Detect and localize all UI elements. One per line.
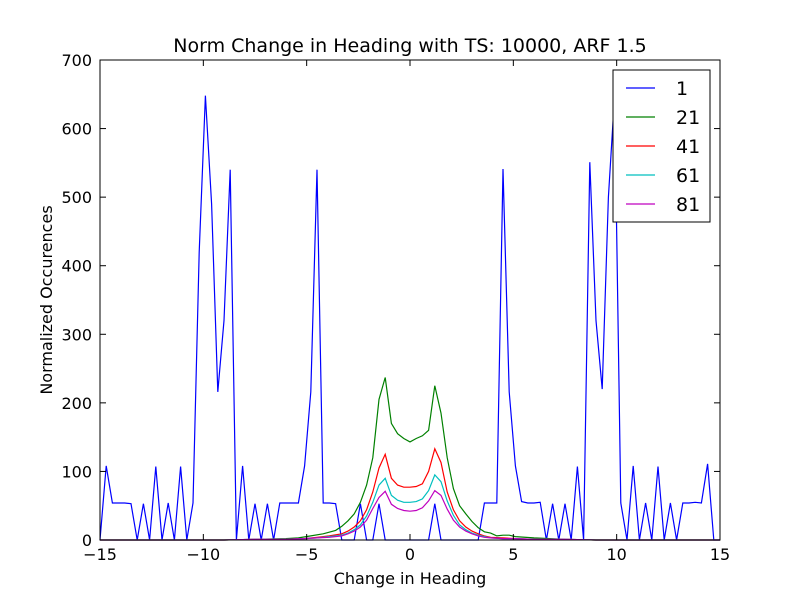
series-line-41 bbox=[100, 447, 720, 541]
x-tick-label: 10 bbox=[606, 545, 626, 564]
y-tick-label: 200 bbox=[61, 394, 92, 413]
y-axis: 0 100 200 300 400 500 600 700 bbox=[61, 51, 720, 550]
legend-label-61: 61 bbox=[676, 165, 700, 187]
x-axis-label: Change in Heading bbox=[334, 569, 487, 588]
x-tick-label: 5 bbox=[508, 545, 518, 564]
y-tick-label: 400 bbox=[61, 257, 92, 276]
series-line-81 bbox=[100, 489, 720, 541]
x-tick-label: −10 bbox=[186, 545, 220, 564]
legend-label-21: 21 bbox=[676, 107, 700, 129]
x-tick-label: −15 bbox=[83, 545, 117, 564]
chart-title: Norm Change in Heading with TS: 10000, A… bbox=[173, 35, 646, 57]
legend-label-41: 41 bbox=[676, 136, 700, 158]
legend: 1 21 41 61 81 bbox=[612, 69, 711, 223]
x-axis: −15 −10 −5 0 5 10 15 bbox=[83, 60, 730, 564]
y-tick-label: 700 bbox=[61, 51, 92, 70]
legend-label-1: 1 bbox=[676, 78, 688, 100]
x-tick-label: 0 bbox=[405, 545, 415, 564]
y-tick-label: 300 bbox=[61, 325, 92, 344]
y-tick-label: 0 bbox=[82, 531, 92, 550]
x-tick-label: 15 bbox=[710, 545, 730, 564]
y-tick-label: 100 bbox=[61, 462, 92, 481]
legend-label-81: 81 bbox=[676, 194, 700, 216]
y-tick-label: 600 bbox=[61, 120, 92, 139]
y-axis-label: Normalized Occurences bbox=[37, 205, 56, 394]
x-tick-label: −5 bbox=[295, 545, 319, 564]
y-tick-label: 500 bbox=[61, 188, 92, 207]
